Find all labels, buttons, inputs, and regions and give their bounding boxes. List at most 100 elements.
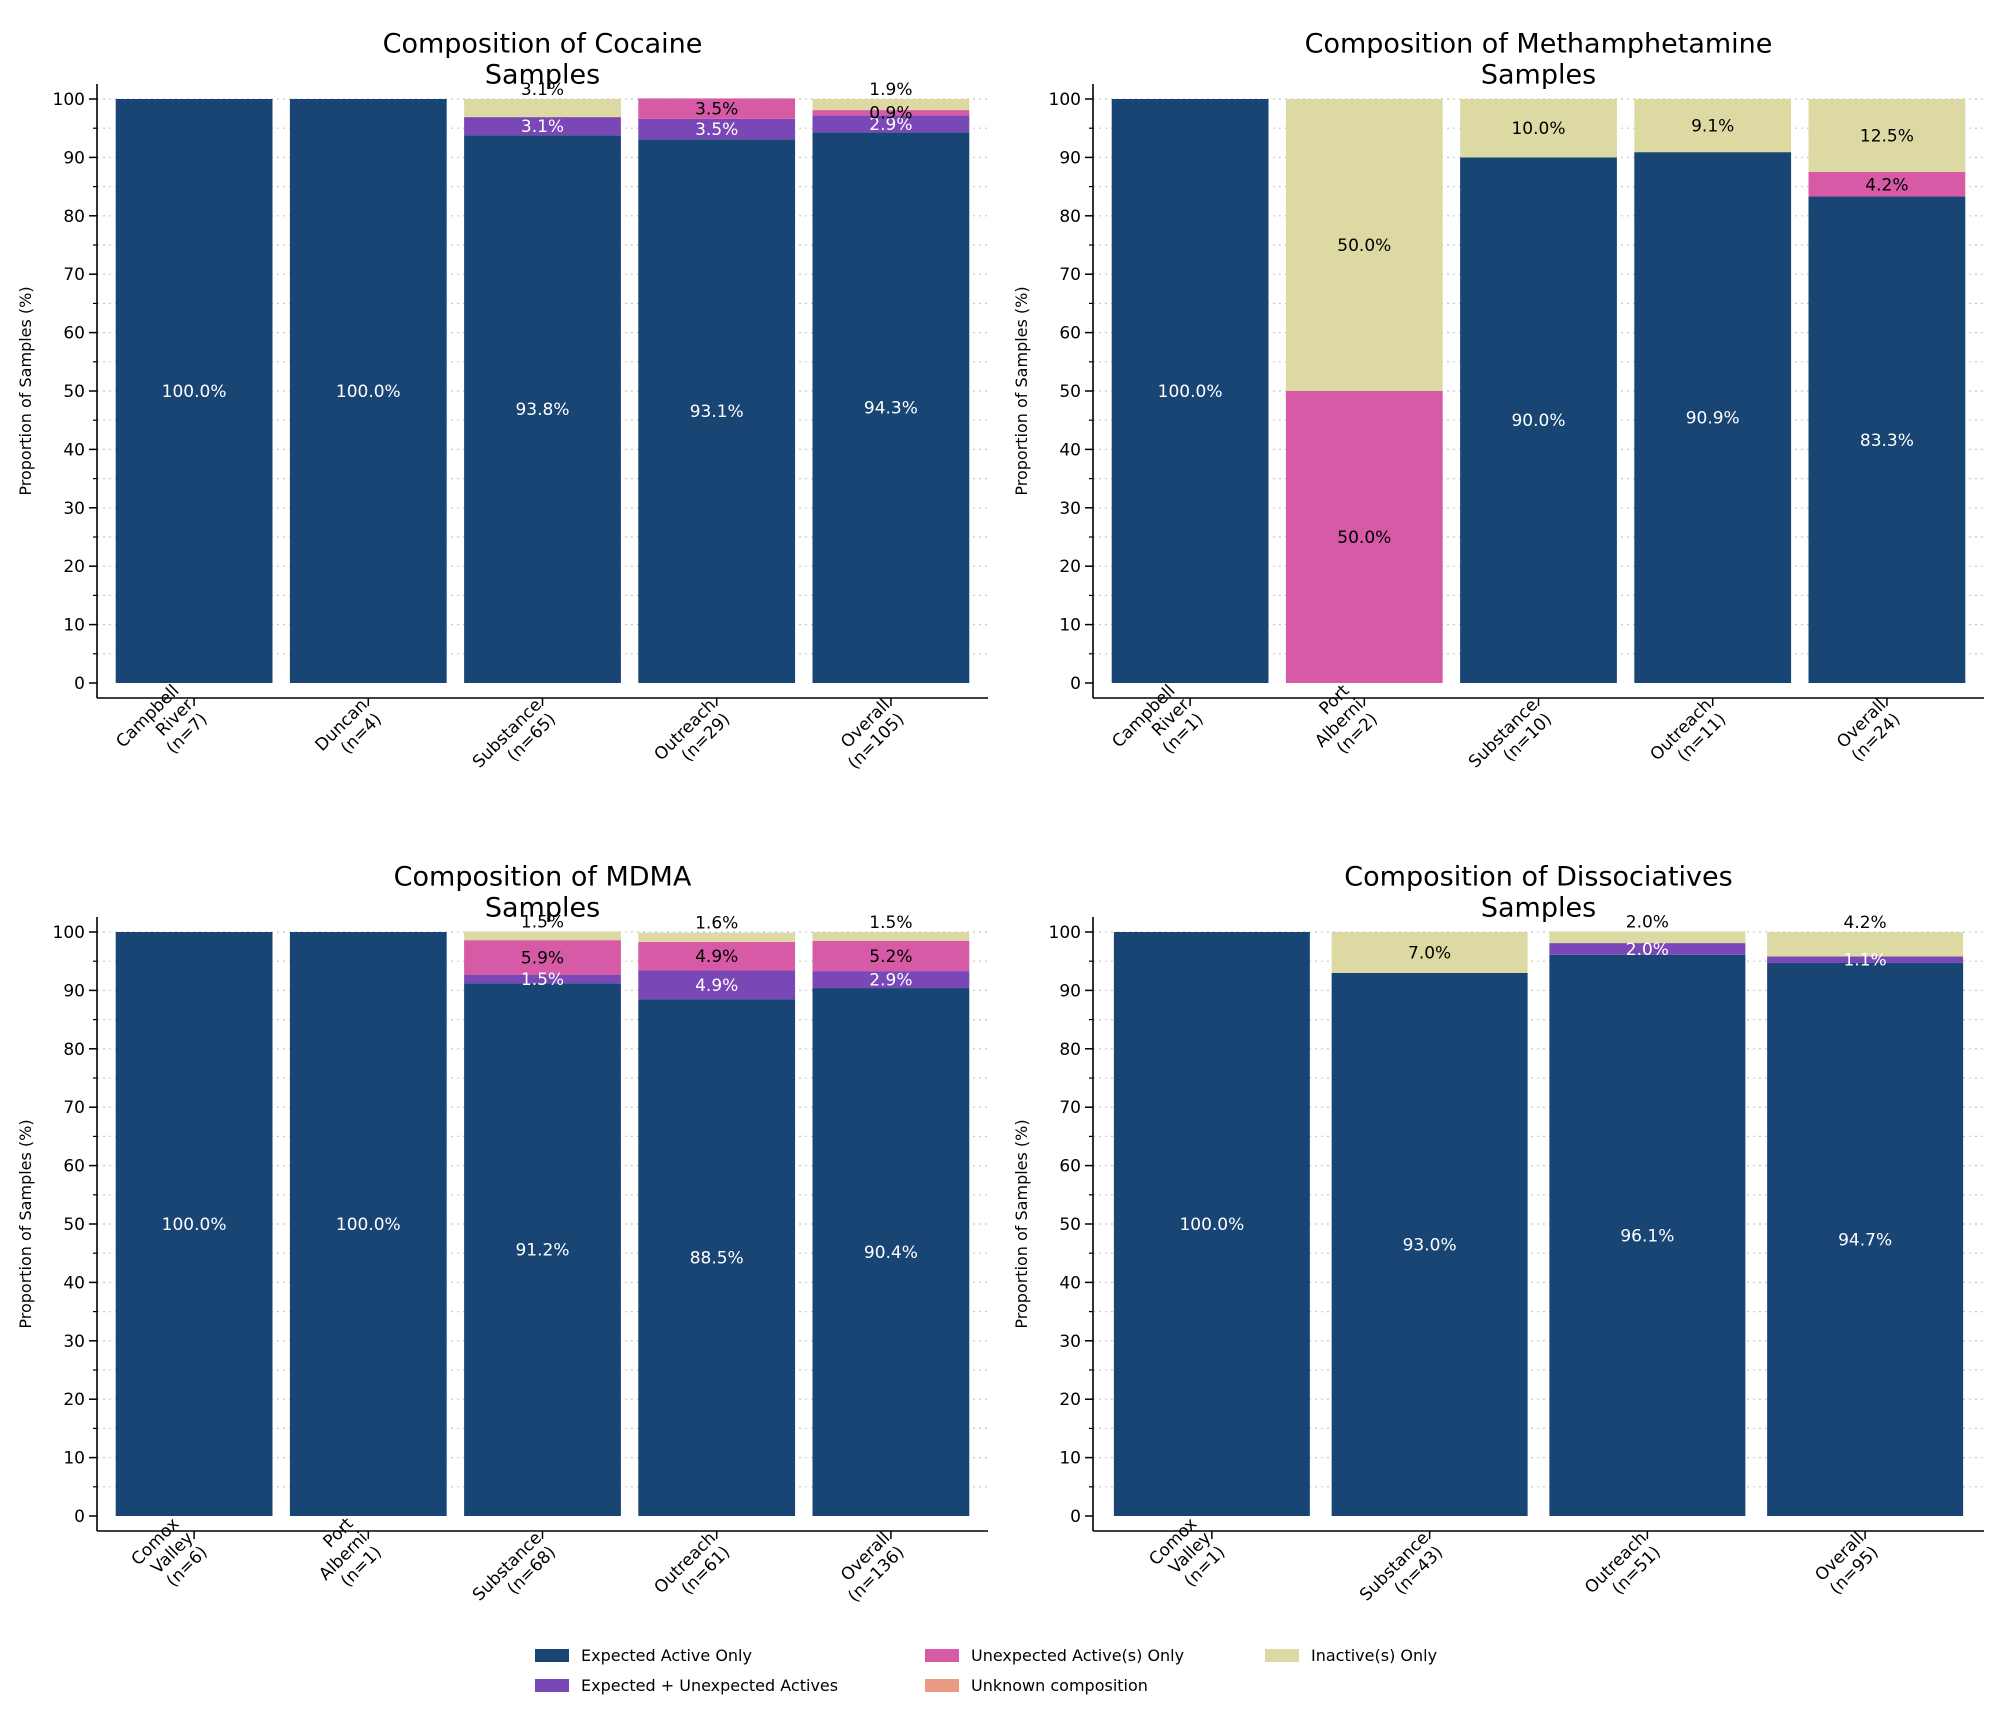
data-label: 4.2% — [1865, 175, 1908, 195]
data-label: 93.0% — [1403, 1235, 1457, 1255]
y-tick-label: 90 — [1059, 148, 1081, 168]
data-label: 83.3% — [1860, 431, 1914, 451]
bar-expected-active-only — [1767, 962, 1964, 1516]
legend-swatch — [535, 1649, 569, 1662]
y-axis-label: Proportion of Samples (%) — [16, 1119, 35, 1328]
y-tick-label: 100 — [53, 923, 85, 943]
bar-unexpected-active-s-only — [638, 98, 796, 119]
legend-label: Expected Active Only — [581, 1646, 752, 1665]
chart-title-line: Composition of Dissociatives — [1344, 861, 1732, 892]
data-label: 93.1% — [690, 402, 744, 422]
y-tick-label: 70 — [1059, 1098, 1081, 1118]
x-tick-label: Substance(n=10) — [1465, 695, 1556, 772]
bar-unexpected-active-s-only — [638, 941, 796, 971]
y-tick-label: 90 — [1059, 981, 1081, 1001]
chart-panel-composition-of-dissociatives: Composition of Dissociatives Samples 100.0… — [1012, 861, 1984, 1605]
data-label: 50.0% — [1337, 236, 1391, 256]
bar-inactive-s-only — [1285, 99, 1443, 391]
legend-swatch — [1265, 1649, 1299, 1662]
data-label: 100.0% — [336, 1215, 401, 1235]
y-tick-label: 10 — [63, 616, 85, 636]
y-tick-label: 80 — [63, 207, 85, 227]
y-tick-label: 60 — [1059, 1157, 1081, 1177]
x-tick-label: Overall(n=95) — [1811, 1528, 1882, 1599]
data-label: 10.0% — [1511, 119, 1565, 139]
chart-panel-composition-of-cocaine: Composition of Cocaine Samples 100.0% Campb… — [16, 28, 988, 774]
data-label: 12.5% — [1860, 127, 1914, 147]
chart-title-line: Samples — [485, 59, 600, 90]
bar-inactive-s-only — [464, 931, 621, 941]
x-tick-label: Substance(n=65) — [469, 695, 560, 772]
bar-expected-active-only — [115, 932, 273, 1516]
x-tick-label: Outreach(n=61) — [650, 1528, 734, 1599]
bar-expected-active-only — [1549, 954, 1746, 1516]
data-label: 3.1% — [521, 117, 564, 137]
bar-inactive-s-only — [464, 99, 621, 118]
data-label: 5.9% — [521, 948, 564, 968]
bar-expected-active-only — [812, 132, 970, 684]
y-tick-label: 50 — [1059, 382, 1081, 402]
legend-label: Expected + Unexpected Actives — [581, 1676, 838, 1695]
legend-item-expected-active-only: Expected Active Only — [535, 1646, 752, 1665]
data-label: 4.9% — [695, 976, 738, 996]
data-label: 1.1% — [1844, 951, 1887, 971]
x-tick-label: Overall(n=136) — [837, 1528, 908, 1606]
bar-expected-unexpected-actives — [464, 117, 621, 136]
y-tick-label: 30 — [63, 1332, 85, 1352]
bar-expected-active-only — [638, 139, 796, 683]
bar-expected-unexpected-actives — [812, 115, 970, 133]
bar-inactive-s-only — [812, 99, 970, 111]
bar-expected-active-only — [464, 983, 621, 1516]
chart-panels: Composition of Cocaine Samples100.0%Campb… — [16, 28, 1984, 1607]
legend-label: Unknown composition — [971, 1676, 1148, 1695]
data-label: 7.0% — [1408, 943, 1451, 963]
chart-title: Composition of Methamphetamine Samples — [1305, 28, 1773, 90]
y-tick-label: 80 — [1059, 1040, 1081, 1060]
data-label: 9.1% — [1691, 117, 1734, 137]
chart-title-line: Samples — [1481, 59, 1596, 90]
data-label: 90.4% — [864, 1243, 918, 1263]
data-label: 90.0% — [1511, 411, 1565, 431]
y-tick-label: 80 — [63, 1040, 85, 1060]
data-label: 2.0% — [1626, 912, 1669, 932]
data-label: 2.9% — [869, 971, 912, 991]
y-tick-label: 40 — [63, 440, 85, 460]
y-tick-label: 20 — [63, 1390, 85, 1410]
bar-inactive-s-only — [1808, 99, 1966, 172]
legend-item-unexpected-active-s-only: Unexpected Active(s) Only — [925, 1646, 1184, 1665]
y-axis-label: Proportion of Samples (%) — [1012, 1119, 1031, 1328]
bar-expected-unexpected-actives — [638, 118, 796, 140]
x-tick-label: Overall(n=105) — [837, 695, 908, 773]
x-tick-label: Duncan(n=4) — [311, 695, 385, 758]
data-label: 4.2% — [1844, 913, 1887, 933]
data-label: 0.9% — [869, 104, 912, 124]
bar-inactive-s-only — [1460, 99, 1617, 158]
y-tick-label: 90 — [63, 981, 85, 1001]
data-label: 4.9% — [695, 947, 738, 967]
bar-expected-unexpected-actives — [464, 974, 621, 984]
data-label: 1.5% — [869, 913, 912, 933]
y-tick-label: 40 — [63, 1273, 85, 1293]
bar-expected-active-only — [1113, 932, 1310, 1516]
legend-item-inactive-s-only: Inactive(s) Only — [1265, 1646, 1437, 1665]
y-tick-label: 20 — [1059, 557, 1081, 577]
bar-expected-unexpected-actives — [1549, 943, 1746, 955]
y-tick-label: 30 — [1059, 1332, 1081, 1352]
legend-swatch — [925, 1649, 959, 1662]
y-tick-label: 70 — [1059, 265, 1081, 285]
data-label: 100.0% — [162, 382, 227, 402]
data-label: 1.5% — [521, 912, 564, 932]
data-label: 88.5% — [690, 1249, 744, 1269]
bar-unexpected-active-s-only — [812, 940, 970, 972]
data-label: 3.1% — [521, 80, 564, 100]
bar-inactive-s-only — [1331, 932, 1528, 973]
chart-title-line: Composition of Cocaine — [383, 28, 703, 59]
data-label: 3.5% — [695, 100, 738, 120]
legend-label: Inactive(s) Only — [1311, 1646, 1437, 1665]
y-tick-label: 50 — [1059, 1215, 1081, 1235]
